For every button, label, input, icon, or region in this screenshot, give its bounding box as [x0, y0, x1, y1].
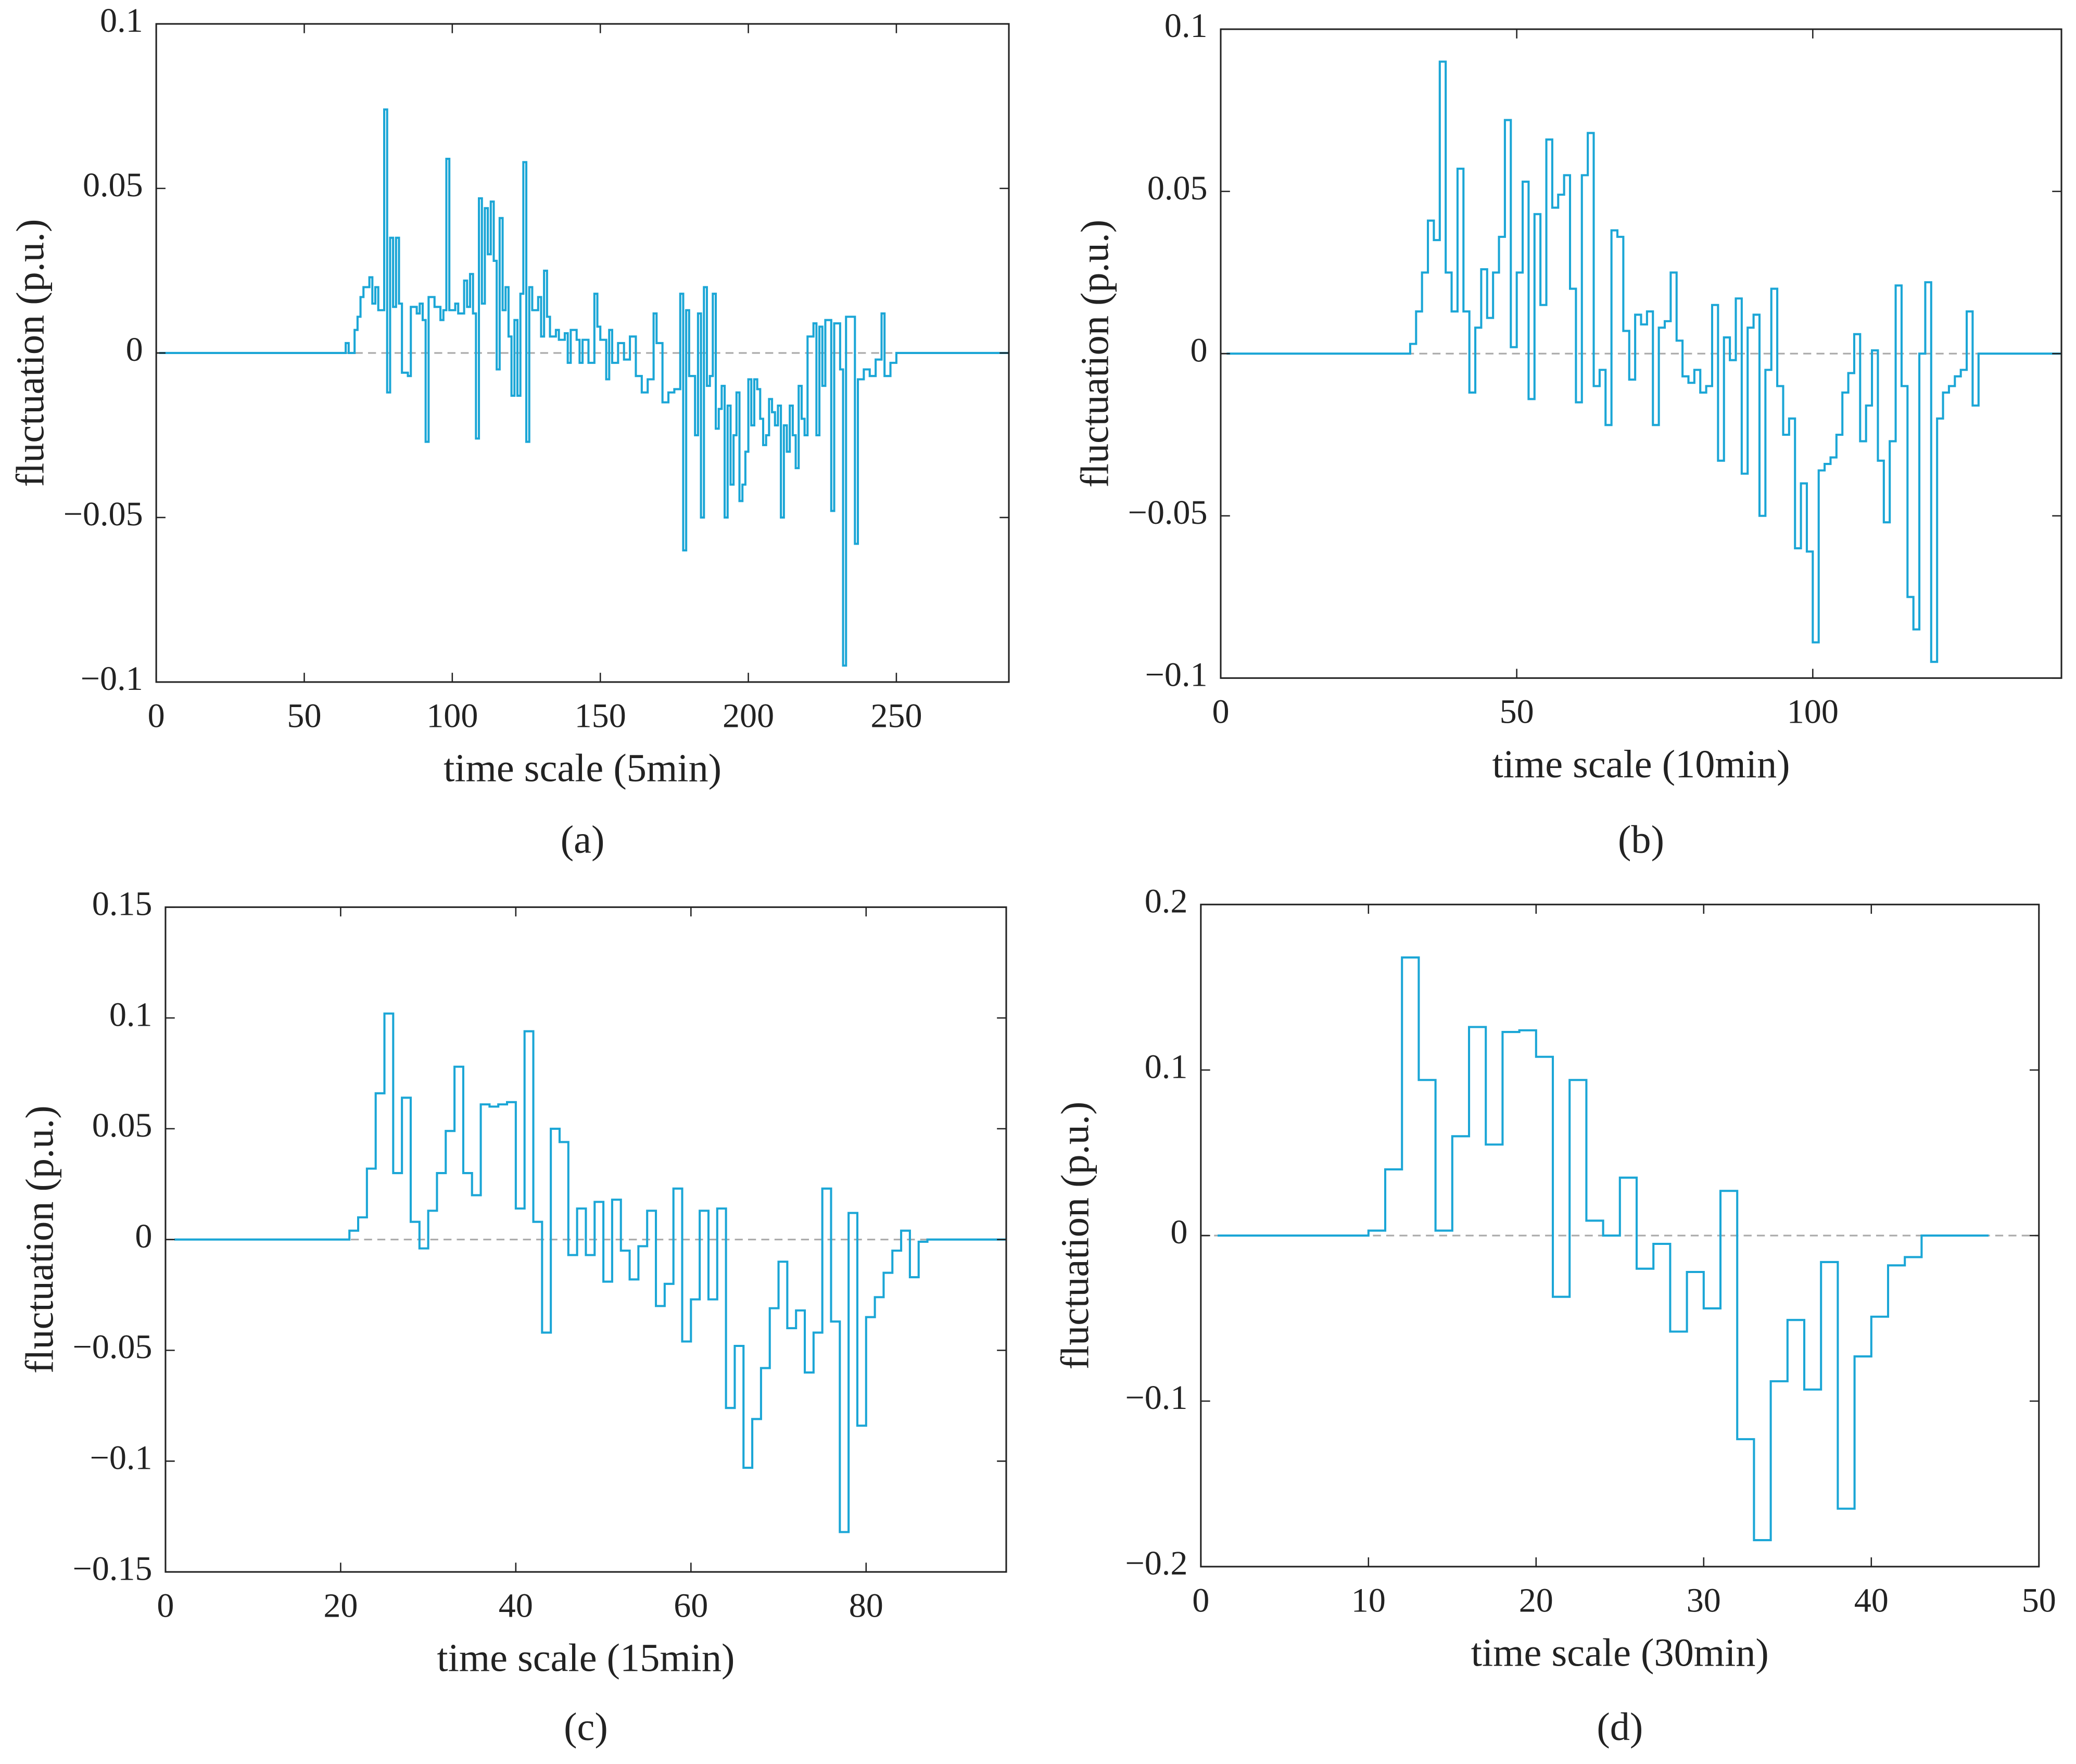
panel-label: (d)	[1597, 1705, 1643, 1749]
y-tick-label: −0.1	[81, 660, 143, 698]
x-tick-label: 150	[575, 697, 626, 735]
y-tick-label: 0.15	[92, 885, 153, 923]
y-tick-label: 0.1	[109, 996, 153, 1034]
subplot: 0 20 40 60 80 −0.15 −0.1 −0.05 0 0.05 0.1 0.15 time …	[17, 885, 1007, 1749]
x-tick-label: 250	[870, 697, 922, 735]
x-tick-label: 20	[1519, 1581, 1553, 1619]
y-tick-label: 0.1	[1164, 7, 1208, 45]
x-tick-label: 100	[426, 697, 478, 735]
subplot: 0 50 100 150 200 250 −0.1 −0.05 0 0.05 0.1 time sca…	[8, 2, 1010, 862]
fluctuation-line	[159, 108, 1009, 667]
panel-label: (b)	[1618, 817, 1664, 862]
x-axis-label: time scale (10min)	[1492, 742, 1790, 786]
x-tick-label: 50	[2022, 1581, 2056, 1619]
x-tick-label: 60	[674, 1586, 708, 1624]
x-tick-label: 30	[1687, 1581, 1721, 1619]
x-tick-label: 0	[1212, 693, 1229, 731]
y-tick-label: −0.05	[1128, 494, 1208, 532]
x-tick-label: 100	[1787, 693, 1839, 731]
y-tick-label: 0.2	[1145, 882, 1188, 920]
x-tick-label: 50	[287, 697, 321, 735]
subplot: 0 50 100 −0.1 −0.05 0 0.05 0.1 time scale (10min…	[1073, 7, 2062, 862]
panel-label: (a)	[561, 817, 605, 862]
x-tick-label: 20	[323, 1586, 358, 1624]
y-tick-label: 0	[126, 331, 143, 369]
y-tick-label: −0.1	[1145, 656, 1208, 694]
x-axis-label: time scale (5min)	[444, 746, 721, 790]
fluctuation-line	[1218, 956, 1989, 1542]
y-tick-label: −0.15	[73, 1549, 153, 1587]
y-tick-label: 0	[135, 1217, 152, 1255]
x-tick-label: 200	[723, 697, 774, 735]
x-tick-label: 80	[849, 1586, 883, 1624]
y-axis-label: fluctuation (p.u.)	[17, 1105, 61, 1374]
x-tick-label: 0	[148, 697, 165, 735]
y-tick-label: 0.1	[1145, 1048, 1188, 1086]
y-axis-label: fluctuation (p.u.)	[1053, 1102, 1097, 1370]
y-tick-label: 0	[1190, 331, 1207, 369]
x-axis-label: time scale (30min)	[1471, 1630, 1769, 1674]
x-tick-label: 0	[1192, 1581, 1209, 1619]
y-tick-label: 0.1	[100, 2, 143, 40]
x-tick-label: 50	[1500, 693, 1534, 731]
fluctuation-line	[174, 1012, 1006, 1533]
y-tick-label: 0.05	[1147, 169, 1208, 207]
y-tick-label: −0.05	[73, 1328, 153, 1366]
y-tick-label: −0.05	[64, 495, 143, 533]
x-tick-label: 40	[1854, 1581, 1889, 1619]
x-axis-label: time scale (15min)	[437, 1636, 735, 1680]
y-tick-label: −0.1	[1125, 1379, 1187, 1417]
y-tick-label: −0.1	[90, 1439, 153, 1477]
fluctuation-line	[1226, 60, 2062, 663]
subplot: 0 10 20 30 40 50 −0.2 −0.1 0 0.1 0.2 time scale (30…	[1053, 882, 2056, 1748]
x-tick-label: 0	[157, 1586, 174, 1624]
y-tick-label: 0	[1170, 1213, 1187, 1251]
y-tick-label: 0.05	[83, 166, 143, 204]
panel-label: (c)	[564, 1705, 608, 1749]
y-axis-label: fluctuation (p.u.)	[1073, 220, 1117, 488]
y-tick-label: −0.2	[1125, 1544, 1187, 1582]
x-tick-label: 40	[499, 1586, 533, 1624]
y-tick-label: 0.05	[92, 1106, 153, 1144]
y-axis-label: fluctuation (p.u.)	[8, 219, 53, 487]
x-tick-label: 10	[1351, 1581, 1386, 1619]
